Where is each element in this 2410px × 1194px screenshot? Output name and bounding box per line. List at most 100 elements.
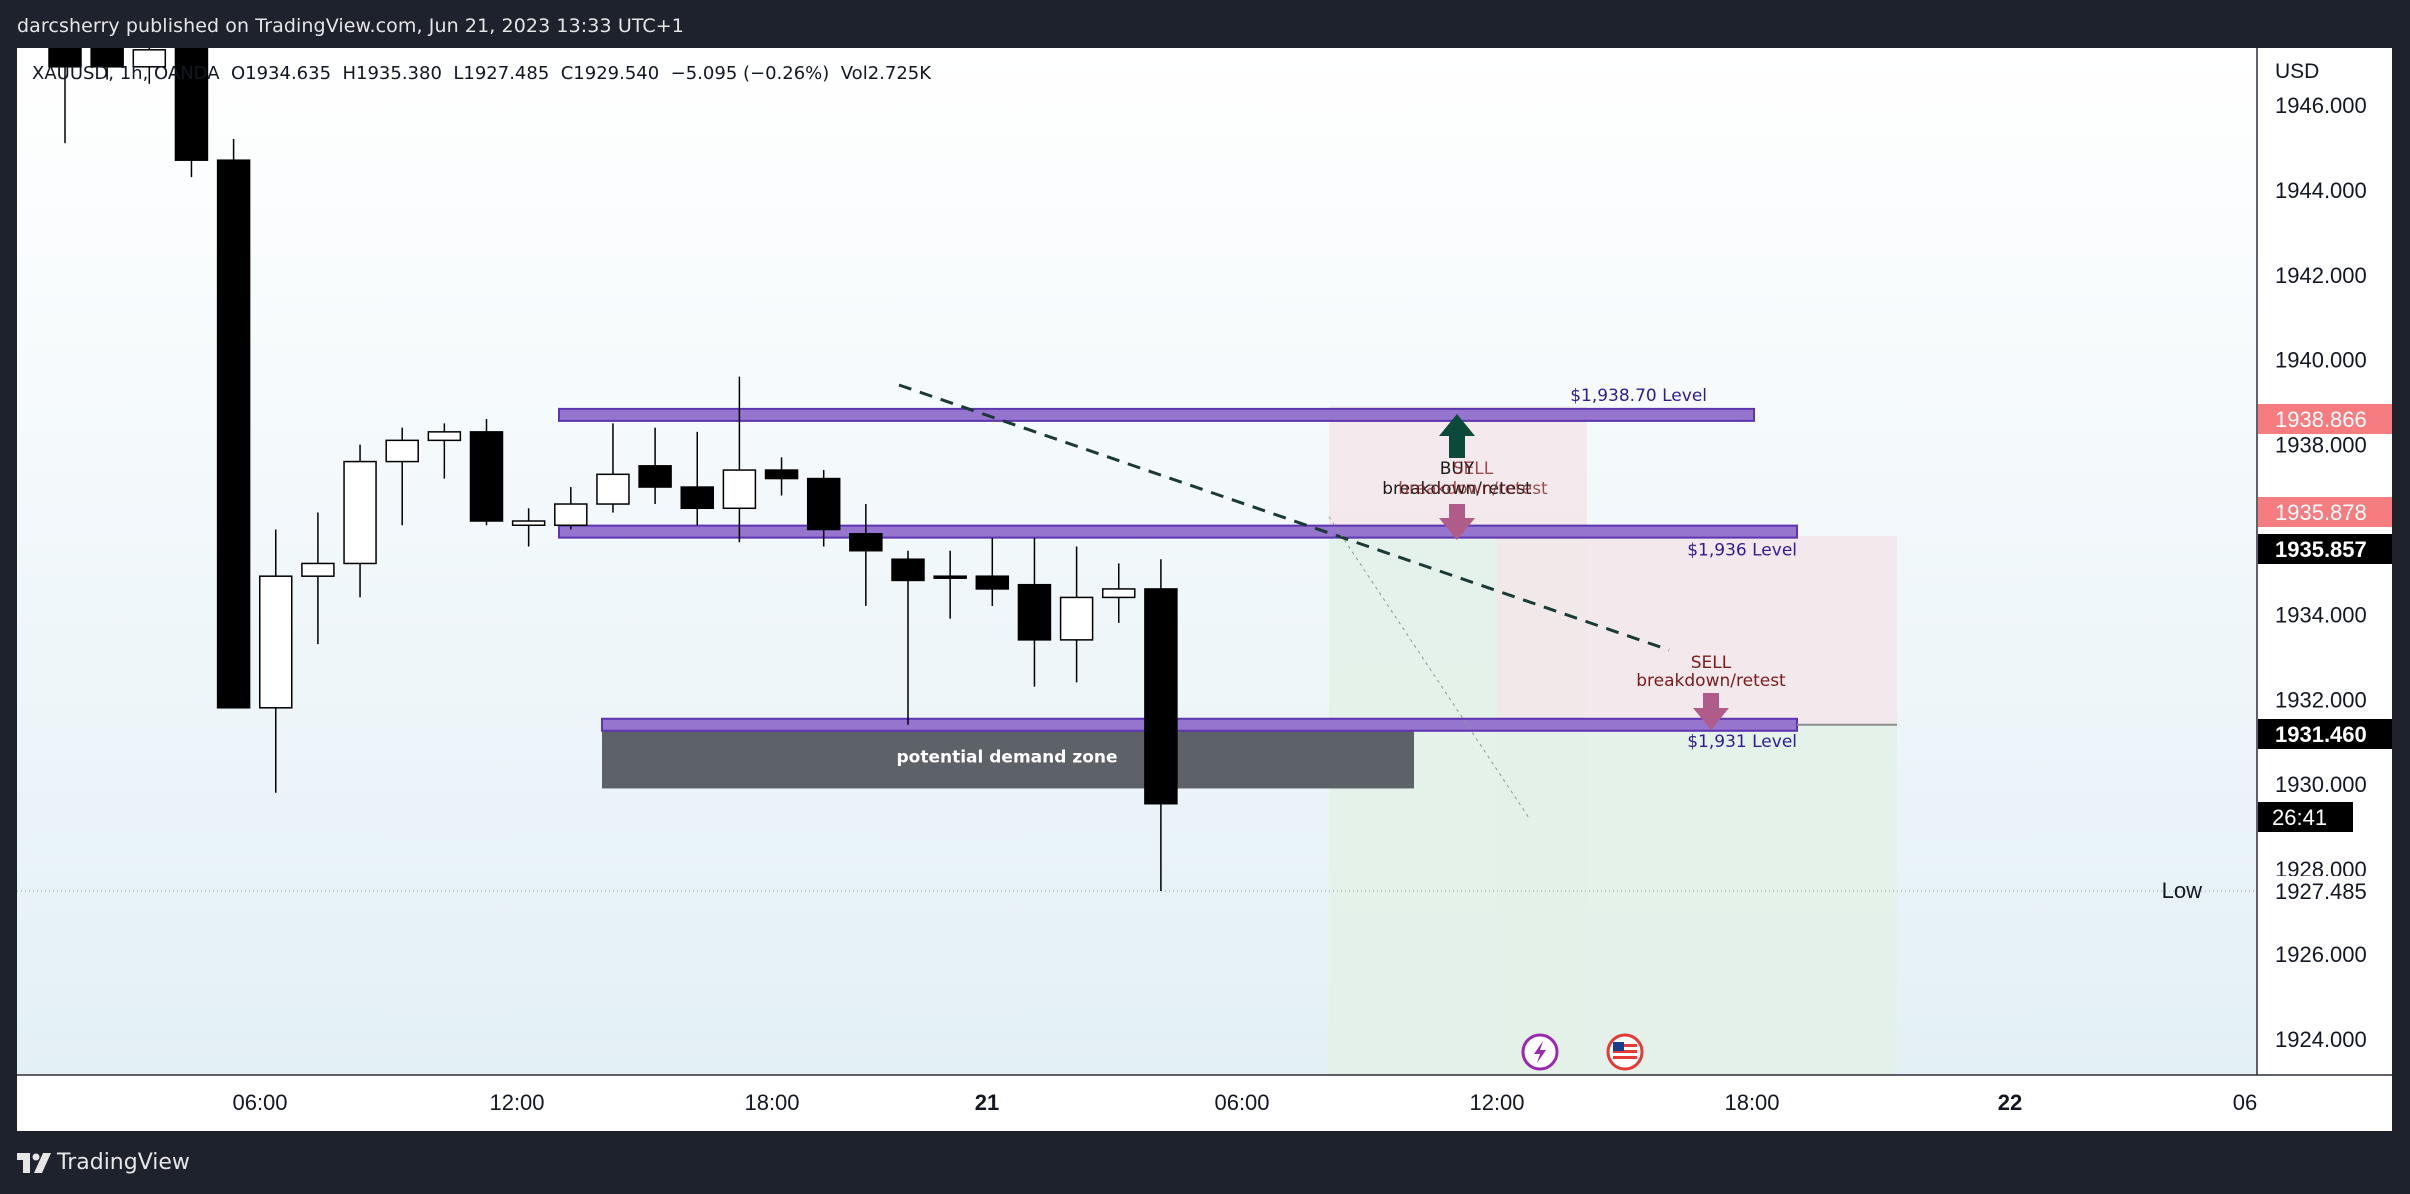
- candle: [554, 487, 588, 530]
- candle-body: [806, 477, 841, 531]
- candle-body: [174, 48, 209, 161]
- candlestick-chart[interactable]: potential demand zone Low $1,938.70 Level…: [17, 48, 2392, 1131]
- candle-body: [554, 503, 588, 527]
- change-value: −5.095 (−0.26%): [670, 63, 830, 84]
- buy-sublabel: breakdown/retest: [1382, 479, 1532, 499]
- level-band: [601, 717, 1798, 732]
- candle-body: [301, 562, 335, 577]
- candle: [301, 512, 335, 645]
- candle-body: [1102, 588, 1136, 599]
- candle: [933, 550, 967, 619]
- tradingview-icon: [17, 1152, 51, 1173]
- candle-body: [933, 575, 967, 579]
- price-tag-label: 1935.857: [2275, 537, 2367, 562]
- candle: [596, 423, 630, 513]
- candle: [680, 431, 714, 526]
- volume-value: Vol2.725K: [840, 63, 932, 84]
- close-value: C1929.540: [560, 63, 660, 84]
- demand-zone-label: potential demand zone: [896, 748, 1117, 768]
- sell-stop-zone: [1497, 535, 1897, 725]
- candle: [891, 550, 925, 725]
- price-tag: [2258, 404, 2392, 434]
- level-label: $1,938.70 Level: [1570, 386, 1707, 406]
- x-tick-label: 21: [975, 1090, 999, 1115]
- price-tag-label: 1935.878: [2275, 500, 2367, 525]
- candle: [90, 48, 124, 80]
- candle: [174, 48, 209, 178]
- time-scale[interactable]: [17, 1075, 2392, 1131]
- candle: [764, 457, 799, 496]
- candle: [1017, 537, 1052, 687]
- candle: [638, 427, 672, 505]
- sell-arrow: [1693, 693, 1729, 730]
- candle: [722, 376, 757, 543]
- candle-body: [427, 431, 462, 442]
- candle-body: [259, 575, 293, 709]
- price-tag: [2258, 719, 2392, 749]
- sell-sublabel: breakdown/retest: [1636, 671, 1786, 691]
- y-tick-label: 1944.000: [2275, 178, 2367, 203]
- candle-body: [90, 48, 124, 68]
- candle: [1102, 563, 1136, 623]
- y-tick-label: 1930.000: [2275, 772, 2367, 797]
- level-band: [558, 407, 1755, 422]
- candle-body: [1017, 583, 1052, 641]
- level-label: $1,931 Level: [1687, 732, 1797, 752]
- x-tick-label: 06:00: [232, 1090, 287, 1115]
- tradingview-logo[interactable]: TradingView: [17, 1150, 190, 1175]
- chart-area[interactable]: potential demand zone Low $1,938.70 Level…: [17, 48, 2392, 1131]
- candle-body: [638, 465, 672, 488]
- candle-body: [216, 159, 251, 709]
- low-value-label: 1927.485: [2275, 879, 2367, 904]
- y-tick-label: 1932.000: [2275, 687, 2367, 712]
- x-tick-label: 12:00: [1469, 1090, 1524, 1115]
- candle-body: [680, 486, 714, 510]
- candle-body: [596, 473, 630, 505]
- high-value: H1935.380: [342, 63, 442, 84]
- open-value: O1934.635: [230, 63, 332, 84]
- candle: [849, 504, 883, 606]
- x-tick-label: 18:00: [744, 1090, 799, 1115]
- candle-body: [764, 469, 799, 480]
- candle: [511, 508, 546, 547]
- y-tick-label: 1926.000: [2275, 942, 2367, 967]
- y-tick-label: 1942.000: [2275, 263, 2367, 288]
- top-bar: darcsherry published on TradingView.com,…: [0, 0, 2410, 48]
- downtrend-line: [898, 383, 1670, 652]
- candle-body: [891, 558, 925, 582]
- x-tick-label: 06:00: [1214, 1090, 1269, 1115]
- price-tag-label: 1931.460: [2275, 722, 2367, 747]
- candle: [806, 470, 841, 547]
- candle: [1059, 546, 1094, 683]
- us-flag-event-icon[interactable]: [1606, 1033, 1644, 1071]
- ohlc-legend: XAUUSD, 1h, OANDA O1934.635 H1935.380 L1…: [32, 63, 931, 84]
- price-tag-label: 1938.866: [2275, 407, 2367, 432]
- candle: [132, 48, 167, 84]
- level-label: $1,936 Level: [1687, 541, 1797, 561]
- candle-body: [975, 575, 1010, 590]
- buy-arrow: [1439, 414, 1475, 458]
- x-tick-label: 12:00: [489, 1090, 544, 1115]
- candle: [48, 48, 82, 144]
- low-value: L1927.485: [453, 63, 550, 84]
- y-tick-label: 1924.000: [2275, 1027, 2367, 1052]
- lightning-event-icon[interactable]: [1521, 1033, 1559, 1071]
- candle-body: [722, 469, 757, 510]
- low-label: Low: [2162, 878, 2202, 903]
- level-band: [558, 524, 1798, 539]
- candle-body: [469, 431, 504, 522]
- candle-body: [511, 520, 546, 527]
- projection-line: [1328, 516, 1530, 819]
- price-tag: [2258, 534, 2392, 564]
- candle: [385, 427, 419, 526]
- candle: [259, 529, 293, 793]
- candle-body: [385, 439, 419, 463]
- candle-body: [343, 460, 377, 565]
- x-tick-label: 18:00: [1724, 1090, 1779, 1115]
- price-tag: [2258, 497, 2392, 527]
- x-tick-label: 06: [2233, 1090, 2257, 1115]
- demand-zone: [602, 724, 1414, 789]
- symbol-label[interactable]: XAUUSD, 1h, OANDA: [32, 63, 220, 84]
- y-tick-label: 1934.000: [2275, 602, 2367, 627]
- y-tick-label: 1946.000: [2275, 93, 2367, 118]
